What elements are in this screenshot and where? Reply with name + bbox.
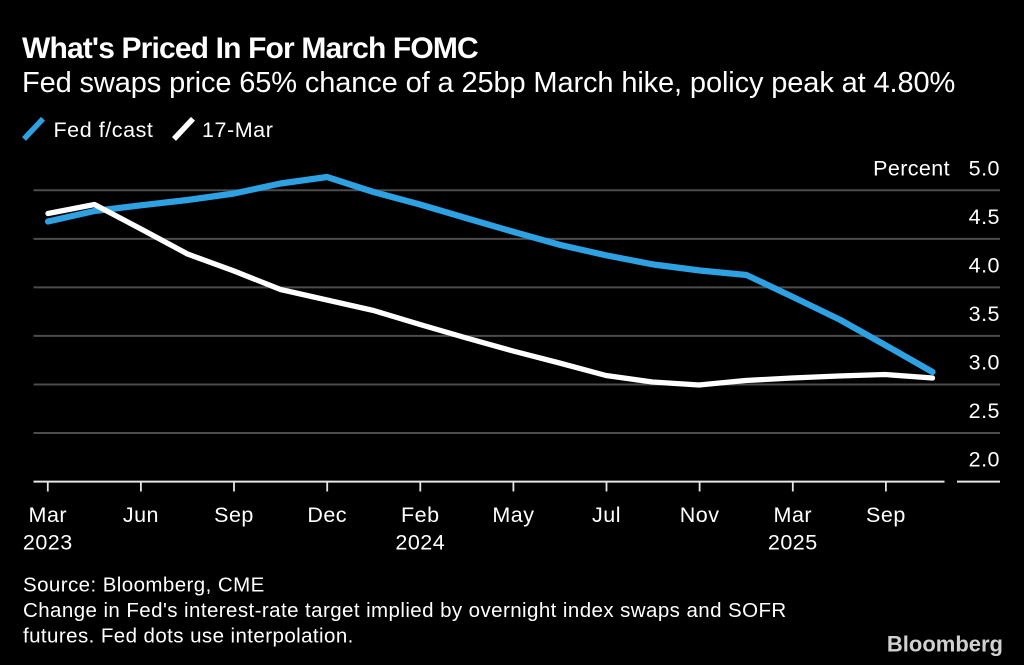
svg-text:Sep: Sep	[866, 503, 906, 527]
svg-text:4.5: 4.5	[969, 205, 1000, 229]
svg-text:2023: 2023	[23, 531, 73, 555]
svg-text:futures. Fed dots use interpol: futures. Fed dots use interpolation.	[23, 625, 354, 648]
svg-text:May: May	[492, 503, 534, 527]
svg-text:What's Priced In For March FOM: What's Priced In For March FOMC	[22, 32, 478, 65]
svg-text:Mar: Mar	[774, 503, 813, 527]
svg-text:2.0: 2.0	[969, 448, 1000, 472]
svg-text:2025: 2025	[768, 531, 818, 555]
svg-text:Nov: Nov	[680, 503, 720, 527]
svg-text:Percent: Percent	[873, 157, 950, 181]
svg-text:Jul: Jul	[592, 503, 621, 527]
svg-text:Change in Fed's interest-rate: Change in Fed's interest-rate target imp…	[23, 599, 787, 622]
svg-text:2024: 2024	[395, 531, 445, 555]
svg-text:4.0: 4.0	[969, 254, 1000, 278]
svg-text:3.0: 3.0	[969, 351, 1000, 375]
svg-text:Mar: Mar	[29, 503, 68, 527]
svg-text:Bloomberg: Bloomberg	[887, 632, 1003, 657]
svg-text:5.0: 5.0	[969, 157, 1000, 181]
svg-text:3.5: 3.5	[969, 302, 1000, 326]
svg-text:Fed swaps price 65% chance of: Fed swaps price 65% chance of a 25bp Mar…	[22, 67, 955, 99]
svg-text:2.5: 2.5	[969, 399, 1000, 423]
svg-text:17-Mar: 17-Mar	[202, 118, 273, 142]
svg-text:Feb: Feb	[401, 503, 440, 527]
svg-text:Fed f/cast: Fed f/cast	[54, 118, 154, 142]
svg-text:Source: Bloomberg, CME: Source: Bloomberg, CME	[23, 574, 265, 597]
svg-text:Sep: Sep	[214, 503, 254, 527]
svg-text:Jun: Jun	[123, 503, 159, 527]
svg-text:Dec: Dec	[307, 503, 347, 527]
